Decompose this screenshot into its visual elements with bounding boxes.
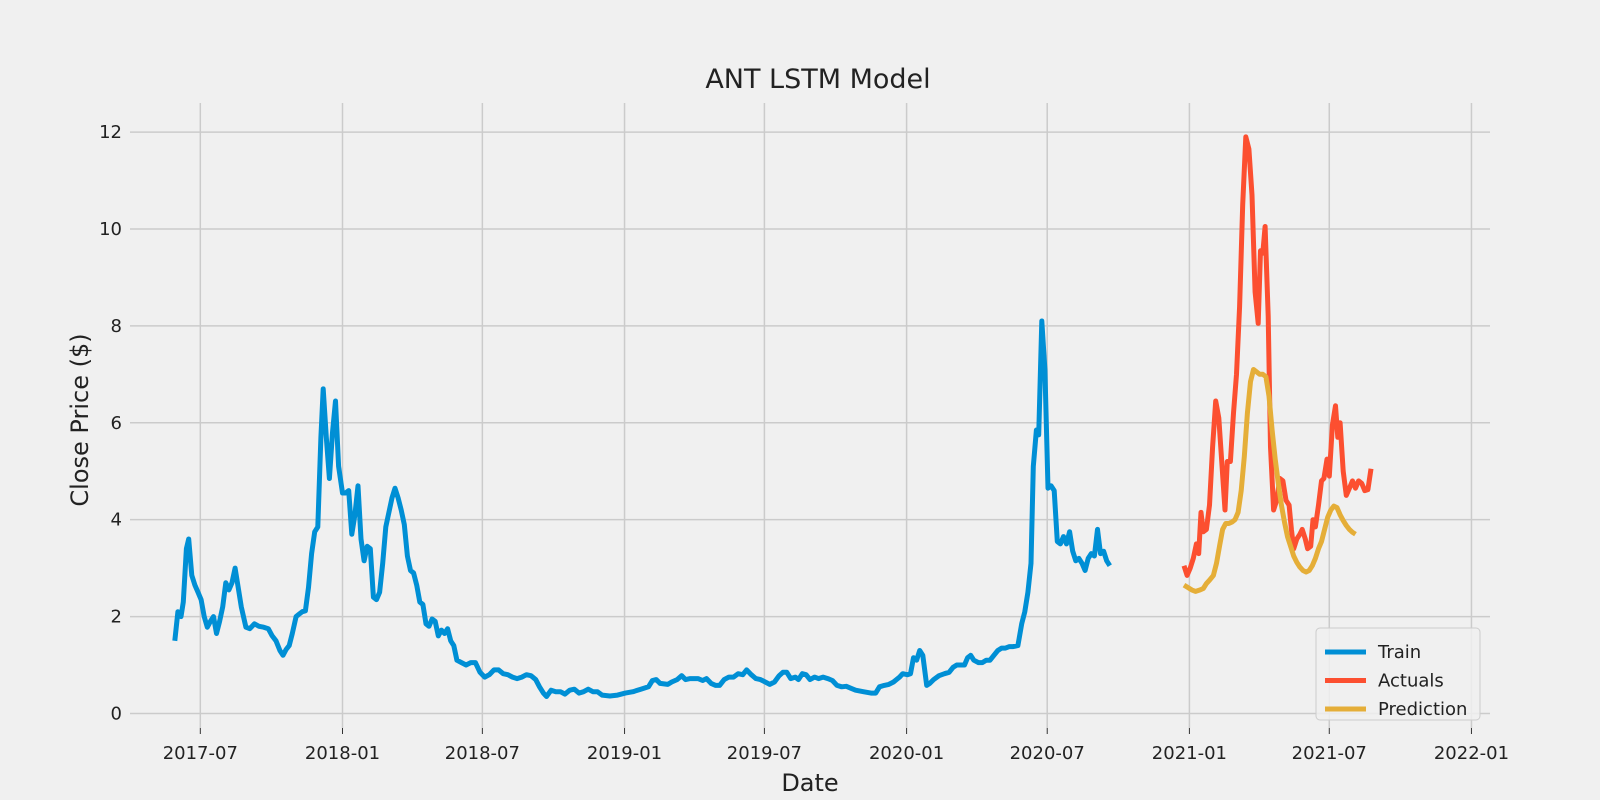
x-tick-label: 2020-07 <box>1010 743 1085 764</box>
series-layer <box>172 134 1374 699</box>
y-tick-label: 8 <box>111 316 122 337</box>
y-tick-label: 12 <box>99 122 122 143</box>
legend-label-prediction: Prediction <box>1378 699 1467 720</box>
x-tick-label: 2019-07 <box>727 743 802 764</box>
x-tick-label: 2022-01 <box>1434 743 1509 764</box>
x-tick-label: 2017-07 <box>163 743 238 764</box>
ticks: 0 2 4 6 8 10 12 2017-07 2018-01 2018-07 2019-01 201… <box>99 122 1509 764</box>
x-tick-label: 2020-01 <box>869 743 944 764</box>
series-line-prediction <box>1182 367 1357 594</box>
x-axis-label: Date <box>781 769 838 797</box>
legend-label-actuals: Actuals <box>1378 671 1444 692</box>
legend-label-train: Train <box>1377 642 1421 663</box>
chart-title: ANT LSTM Model <box>705 64 930 95</box>
x-tick-label: 2019-01 <box>587 743 662 764</box>
grid <box>130 103 1490 728</box>
y-tick-label: 10 <box>99 219 122 240</box>
x-tick-label: 2021-07 <box>1292 743 1367 764</box>
series-line-train <box>172 318 1112 699</box>
y-tick-label: 4 <box>111 510 122 531</box>
y-axis-label: Close Price ($) <box>66 333 94 506</box>
y-tick-label: 6 <box>111 413 122 434</box>
y-tick-label: 2 <box>111 607 122 628</box>
y-tick-label: 0 <box>111 703 122 724</box>
x-tick-label: 2021-01 <box>1152 743 1227 764</box>
legend: Train Actuals Prediction <box>1315 627 1481 721</box>
x-tick-label: 2018-01 <box>305 743 380 764</box>
x-tick-label: 2018-07 <box>445 743 520 764</box>
